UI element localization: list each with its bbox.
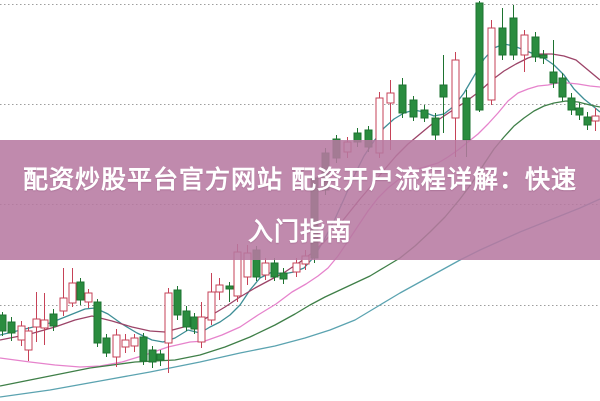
candle-up xyxy=(139,333,148,365)
candle-down xyxy=(591,108,600,131)
candle-up xyxy=(7,317,16,341)
candle-up xyxy=(93,299,102,347)
candle-up xyxy=(279,268,288,284)
candle-up xyxy=(0,312,7,336)
candle-down xyxy=(487,20,496,105)
candle-down xyxy=(451,52,460,157)
candle-down xyxy=(520,30,529,72)
candle-up xyxy=(76,278,85,305)
title-banner: 配资炒股平台官方网站 配资开户流程详解：快速 入门指南 xyxy=(0,140,600,260)
candle-down xyxy=(207,273,216,325)
candle-up xyxy=(225,282,234,302)
candle-up xyxy=(270,258,279,281)
candle-up xyxy=(567,93,576,115)
candle-down xyxy=(130,334,139,352)
candle-up xyxy=(420,105,429,122)
candle-down xyxy=(292,258,301,277)
candle-up xyxy=(558,73,567,101)
candle-down xyxy=(261,258,270,280)
candle-up xyxy=(182,306,191,331)
banner-title-line1: 配资炒股平台官方网站 配资开户流程详解：快速 xyxy=(23,166,577,194)
candle-down xyxy=(40,293,49,345)
candle-up xyxy=(498,8,507,60)
candle-up xyxy=(531,32,540,62)
candle-up xyxy=(398,78,407,118)
candle-down xyxy=(386,80,395,150)
candle-up xyxy=(509,5,518,60)
candle-up xyxy=(583,112,592,130)
candle-down xyxy=(59,268,68,316)
candle-down xyxy=(68,268,77,307)
candle-down xyxy=(164,288,173,373)
candle-up xyxy=(49,309,58,331)
candle-down xyxy=(24,327,33,361)
candle-up xyxy=(409,96,418,121)
candle-down xyxy=(121,334,130,353)
candle-up xyxy=(575,103,584,120)
candle-up xyxy=(431,113,440,140)
candle-up xyxy=(173,286,182,320)
candle-down xyxy=(197,302,206,348)
candle-up xyxy=(156,350,165,366)
candle-down xyxy=(17,321,26,346)
candle-up xyxy=(102,334,111,357)
candle-up xyxy=(549,40,558,88)
candle-up xyxy=(475,1,484,112)
candle-down xyxy=(112,329,121,367)
candle-down xyxy=(215,278,224,300)
candle-down xyxy=(84,289,93,308)
candle-up xyxy=(148,346,157,368)
candle-down xyxy=(32,292,41,342)
banner-title-line2: 入门指南 xyxy=(247,218,352,246)
candle-up xyxy=(439,55,448,133)
candle-up xyxy=(539,50,548,64)
